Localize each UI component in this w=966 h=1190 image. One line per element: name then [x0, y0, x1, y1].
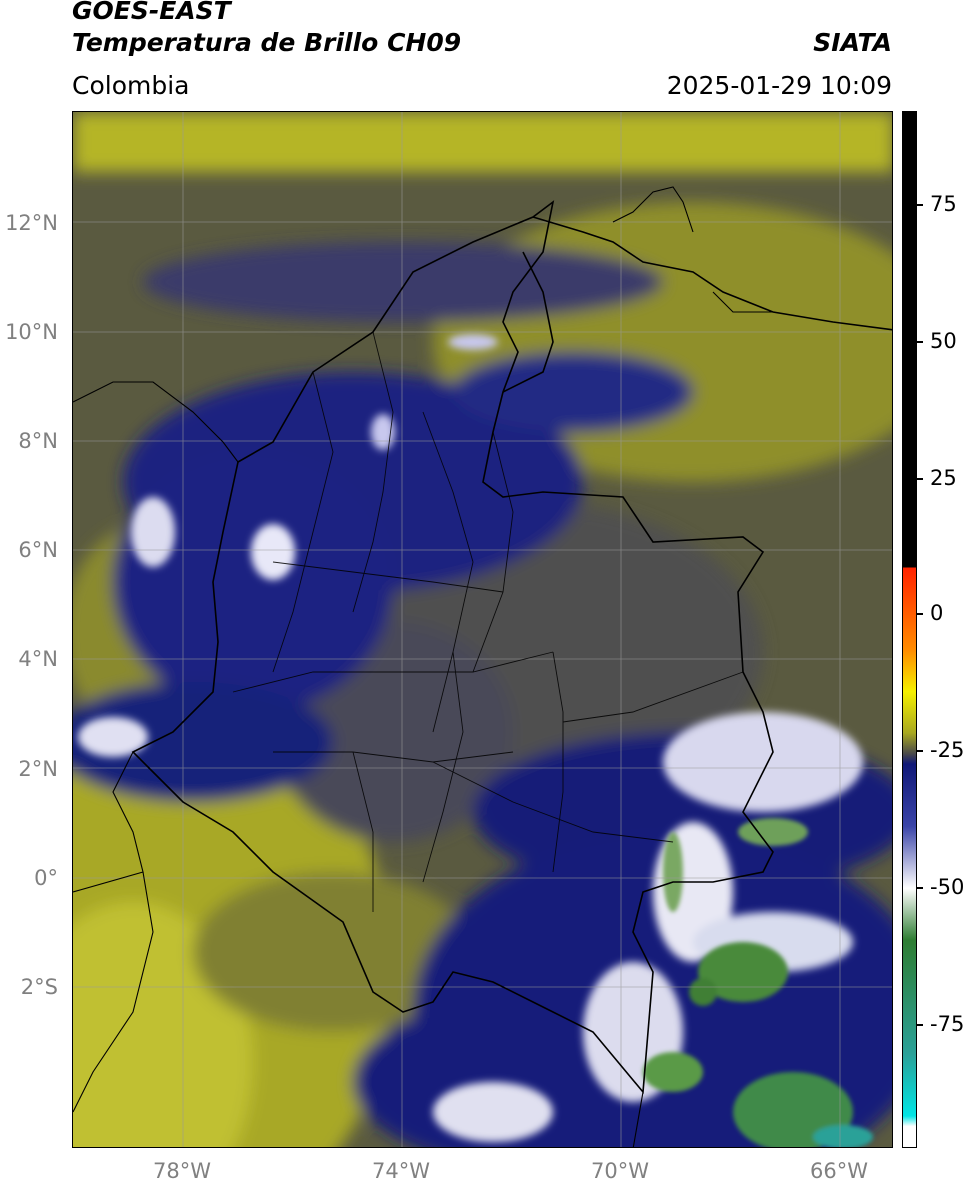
colorbar-tick-mark — [917, 613, 923, 615]
colorbar-label-50: 50 — [930, 329, 957, 353]
lat-tick-2s: 2°S — [20, 975, 58, 999]
colorbar-label-minus50: -50 — [930, 875, 965, 899]
lat-tick-12n: 12°N — [5, 211, 58, 235]
region-label: Colombia — [72, 71, 190, 100]
source-label: SIATA — [813, 28, 892, 57]
colorbar-tick-mark — [917, 341, 923, 343]
lat-tick-10n: 10°N — [5, 320, 58, 344]
temperature-colorbar — [902, 111, 917, 1148]
colorbar-label-minus75: -75 — [930, 1012, 965, 1036]
lon-tick-66w: 66°W — [810, 1159, 868, 1183]
lat-tick-8n: 8°N — [18, 429, 58, 453]
lon-tick-78w: 78°W — [153, 1159, 211, 1183]
colorbar-tick-mark — [917, 478, 923, 480]
country-borders — [131, 200, 892, 1095]
lon-tick-74w: 74°W — [372, 1159, 430, 1183]
datetime-label: 2025-01-29 10:09 — [666, 71, 892, 100]
colorbar-tick-mark — [917, 750, 923, 752]
lon-tick-70w: 70°W — [591, 1159, 649, 1183]
coastlines — [73, 186, 773, 1147]
colorbar-label-75: 75 — [930, 192, 957, 216]
colorbar-tick-mark — [917, 204, 923, 206]
product-title: Temperatura de Brillo CH09 — [72, 28, 462, 57]
colorbar-label-0: 0 — [930, 601, 944, 625]
lat-tick-6n: 6°N — [18, 538, 58, 562]
lat-tick-2n: 2°N — [18, 757, 58, 781]
colorbar-label-minus25: -25 — [930, 738, 965, 762]
colorbar-label-25: 25 — [930, 466, 957, 490]
satellite-title: GOES-EAST — [72, 0, 231, 25]
satellite-map[interactable] — [72, 111, 893, 1148]
lat-tick-0: 0° — [34, 866, 58, 890]
brightness-temperature-field — [73, 112, 892, 1147]
lat-tick-4n: 4°N — [18, 647, 58, 671]
colorbar-tick-mark — [917, 1024, 923, 1026]
colorbar-tick-mark — [917, 887, 923, 889]
department-borders — [232, 331, 744, 912]
graticule — [73, 112, 892, 1147]
